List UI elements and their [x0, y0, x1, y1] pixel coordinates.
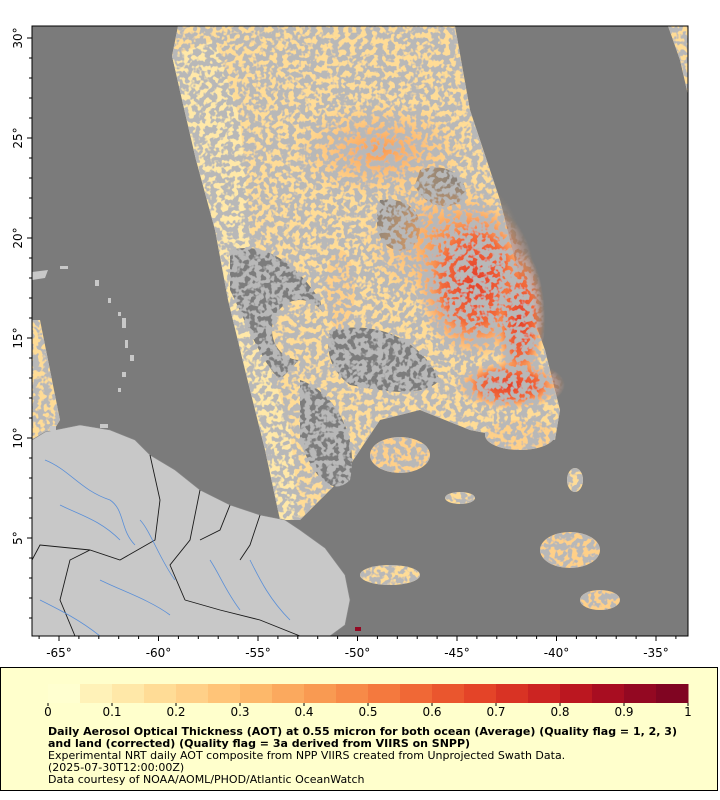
- caption-line-3: Data courtesy of NOAA/AOML/PHOD/Atlantic…: [48, 773, 365, 786]
- south-patch-8: [445, 492, 475, 504]
- x-tick-label: -45°: [444, 646, 470, 660]
- colorbar-segment: [304, 684, 337, 703]
- x-axis: -65° -60° -55° -50° -45° -40° -35°: [46, 636, 669, 660]
- swath-east-strip: [668, 26, 688, 95]
- colorbar-tick-label: 1: [684, 705, 692, 719]
- colorbar-segment: [240, 684, 273, 703]
- x-tick-label: -60°: [146, 646, 172, 660]
- colorbar-segment: [496, 684, 529, 703]
- y-tick-label: 20°: [11, 227, 25, 248]
- y-tick-label: 15°: [11, 327, 25, 348]
- colorbar-tick-label: 0.9: [614, 705, 634, 719]
- colorbar-tick-label: 0: [44, 705, 52, 719]
- colorbar-tick-label: 0.3: [230, 705, 250, 719]
- y-axis: 5° 10° 15° 20° 25° 30°: [11, 27, 32, 545]
- x-tick-label: -40°: [544, 646, 570, 660]
- south-patch-4: [580, 590, 620, 610]
- colorbar-tick-label: 0.1: [102, 705, 122, 719]
- colorbar: [47, 684, 689, 706]
- colorbar-tick-label: 0.4: [294, 705, 314, 719]
- x-tick-label: -55°: [245, 646, 271, 660]
- colorbar-segment: [656, 684, 689, 703]
- dust-core-edge: [495, 250, 545, 390]
- caption-line-1: Experimental NRT daily AOT composite fro…: [48, 749, 566, 762]
- caption-line-2: (2025-07-30T12:00:00Z): [48, 761, 185, 774]
- colorbar-tick-label: 0.2: [166, 705, 186, 719]
- colorbar-segment: [112, 684, 145, 703]
- south-patch-3: [540, 532, 600, 568]
- y-tick-label: 25°: [11, 127, 25, 148]
- colorbar-tick-label: 0.7: [486, 705, 506, 719]
- colorbar-segment: [464, 684, 497, 703]
- y-tick-label: 10°: [11, 427, 25, 448]
- colorbar-segment: [144, 684, 177, 703]
- caribbean-islands: [32, 266, 134, 431]
- minor-ticks: [29, 37, 677, 639]
- colorbar-segment: [368, 684, 401, 703]
- coastal-aot-pixel: [355, 627, 361, 631]
- y-tick-label: 5°: [11, 531, 25, 545]
- south-patch-1: [370, 437, 430, 473]
- x-tick-label: -65°: [46, 646, 72, 660]
- aot-swaths: [32, 26, 688, 610]
- y-tick-label: 30°: [11, 27, 25, 48]
- colorbar-tick-label: 0.8: [550, 705, 570, 719]
- south-patch-9: [567, 468, 583, 492]
- country-borders: [32, 454, 301, 636]
- swath-gap-2: [328, 327, 440, 392]
- south-patch-5: [360, 565, 420, 585]
- colorbar-segment: [208, 684, 241, 703]
- colorbar-segment: [176, 684, 209, 703]
- swath-gap-3: [300, 380, 352, 487]
- south-patch-6: [272, 300, 328, 360]
- x-tick-label: -50°: [345, 646, 371, 660]
- colorbar-segment: [48, 684, 81, 703]
- dust-core-south: [455, 360, 565, 410]
- plot-frame: [31, 25, 689, 637]
- colorbar-segment: [560, 684, 593, 703]
- colorbar-segment: [528, 684, 561, 703]
- colorbar-segment: [624, 684, 657, 703]
- swath-caribbean: [32, 320, 60, 440]
- colorbar-tick-label: 0.6: [422, 705, 442, 719]
- colorbar-segment: [592, 684, 625, 703]
- colorbar-tick-label: 0.5: [358, 705, 378, 719]
- caption-title: Daily Aerosol Optical Thickness (AOT) at…: [48, 725, 677, 750]
- land-south-america: [32, 424, 351, 636]
- map-figure: -65° -60° -55° -50° -45° -40° -35° 5° 10° 15° 20°…: [11, 25, 689, 660]
- colorbar-segment: [336, 684, 369, 703]
- south-patch-2: [485, 420, 555, 450]
- south-patch-7: [325, 250, 355, 330]
- rivers: [39, 459, 291, 636]
- colorbar-segment: [432, 684, 465, 703]
- colorbar-segment: [272, 684, 305, 703]
- x-tick-label: -35°: [643, 646, 669, 660]
- colorbar-segment: [80, 684, 113, 703]
- caption: Daily Aerosol Optical Thickness (AOT) at…: [48, 726, 688, 786]
- colorbar-segment: [400, 684, 433, 703]
